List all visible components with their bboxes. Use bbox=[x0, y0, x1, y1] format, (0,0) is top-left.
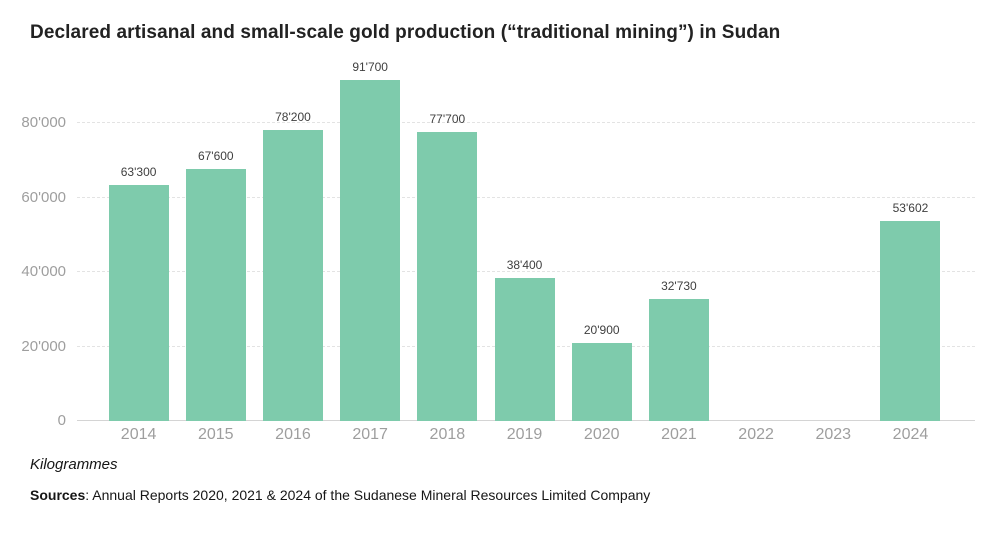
bar-slot-2015: 67'600 bbox=[177, 65, 254, 421]
gridline bbox=[77, 271, 975, 273]
sources-note: Sources: Annual Reports 2020, 2021 & 202… bbox=[30, 487, 650, 503]
bar-slot-2017: 91'700 bbox=[332, 60, 409, 421]
sources-label: Sources bbox=[30, 487, 86, 503]
bar-2014[interactable] bbox=[108, 185, 169, 421]
x-tick-label-2023: 2023 bbox=[815, 426, 852, 443]
chart-title: Declared artisanal and small-scale gold … bbox=[30, 22, 781, 43]
bar-value-label-2021: 32'730 bbox=[661, 279, 697, 294]
y-tick-label: 20'000 bbox=[21, 337, 66, 355]
x-tick-label-2022: 2022 bbox=[738, 426, 774, 443]
x-tick-label-2018: 2018 bbox=[429, 426, 466, 443]
bar-value-label-2015: 67'600 bbox=[197, 149, 234, 164]
y-tick-label: 0 bbox=[57, 412, 66, 429]
bar-2019[interactable] bbox=[494, 278, 555, 421]
y-tick-label: 60'000 bbox=[21, 188, 66, 206]
x-tick-label-2017: 2017 bbox=[352, 426, 388, 443]
bar-2024[interactable] bbox=[880, 221, 941, 421]
x-tick-label-2024: 2024 bbox=[892, 426, 929, 443]
x-tick-label-2014: 2014 bbox=[120, 426, 157, 443]
bar-value-label-2019: 38'400 bbox=[506, 258, 543, 273]
y-tick-label: 80'000 bbox=[21, 114, 66, 132]
bar-slot-2021: 32'730 bbox=[640, 65, 717, 421]
x-axis-labels: 2014 2015 2016 2017 2018 2019 2020 2021 2022 2023… bbox=[100, 426, 949, 444]
bar-value-label-2024: 53'602 bbox=[892, 201, 929, 216]
x-tick-label-2015: 2015 bbox=[197, 426, 234, 443]
bar-slot-2016: 78'200 bbox=[254, 65, 331, 421]
bar-slot-2024: 53'602 bbox=[872, 65, 949, 421]
bar-2016[interactable] bbox=[262, 129, 323, 421]
sources-text: : Annual Reports 2020, 2021 & 2024 of th… bbox=[85, 487, 651, 503]
bar-slot-2022 bbox=[718, 65, 795, 421]
bar-2018[interactable] bbox=[417, 131, 478, 421]
bar-value-label-2016: 78'200 bbox=[275, 109, 311, 124]
bar-2017[interactable] bbox=[340, 79, 401, 421]
bar-2021[interactable] bbox=[648, 299, 709, 421]
bar-value-label-2014: 63'300 bbox=[120, 165, 157, 180]
x-tick-label-2020: 2020 bbox=[583, 426, 620, 443]
bar-slot-2014: 63'300 bbox=[100, 65, 177, 421]
gridline bbox=[77, 122, 975, 124]
y-tick-label: 40'000 bbox=[21, 263, 66, 281]
x-tick-label-2021: 2021 bbox=[661, 426, 697, 443]
bar-value-label-2017: 91'700 bbox=[352, 59, 388, 74]
plot-area: 0 20'000 40'000 60'000 80'000 63'300 67'600 78… bbox=[21, 60, 975, 429]
gridline bbox=[77, 196, 975, 198]
bar-slot-2018: 77'700 bbox=[409, 65, 486, 421]
bar-2020[interactable] bbox=[571, 343, 632, 421]
bar-slot-2020: 20'900 bbox=[563, 65, 640, 421]
bar-slot-2019: 38'400 bbox=[486, 65, 563, 421]
bars-band: 63'300 67'600 78'200 91'700 77'700 38'400 20'9… bbox=[100, 60, 949, 421]
x-tick-label-2016: 2016 bbox=[275, 426, 311, 443]
bar-value-label-2020: 20'900 bbox=[583, 323, 620, 338]
x-tick-label-2019: 2019 bbox=[506, 426, 543, 443]
y-axis-unit-label: Kilogrammes bbox=[30, 456, 118, 473]
bar-slot-2023 bbox=[795, 65, 872, 421]
bar-value-label-2018: 77'700 bbox=[429, 111, 466, 126]
bar-2015[interactable] bbox=[185, 169, 246, 421]
